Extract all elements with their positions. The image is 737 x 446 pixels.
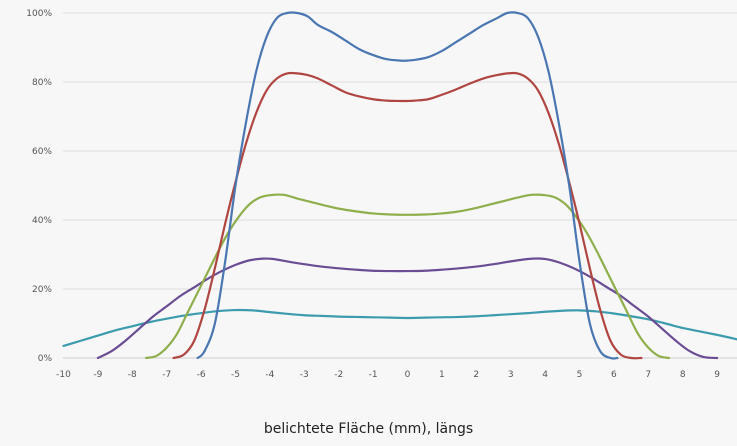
x-tick-label: -4 [265, 370, 274, 380]
x-tick-label: -1 [369, 370, 378, 380]
x-tick-label: -8 [128, 370, 137, 380]
x-axis-label: belichtete Fläche (mm), längs [263, 421, 474, 437]
series-line-1 [196, 11, 619, 360]
series-line-4 [96, 257, 719, 360]
x-tick-label: 7 [645, 370, 651, 380]
y-tick-label: 20% [32, 285, 52, 295]
x-tick-label: 3 [508, 370, 514, 380]
x-tick-label: -10 [56, 370, 71, 380]
series-lines [62, 11, 737, 360]
x-tick-label: 4 [542, 370, 548, 380]
x-tick-label: -6 [197, 370, 206, 380]
x-tick-label: 6 [611, 370, 617, 380]
y-tick-label: 80% [32, 78, 52, 88]
x-tick-label: 2 [473, 370, 479, 380]
y-axis-ticks: 0% 20% 40% 60% 80% 100% [26, 9, 52, 364]
x-tick-label: 0 [405, 370, 411, 380]
x-tick-label: -7 [162, 370, 171, 380]
series-line-5 [62, 308, 737, 348]
x-tick-label: 5 [577, 370, 583, 380]
y-tick-label: 60% [32, 147, 52, 157]
y-tick-label: 100% [26, 9, 52, 19]
y-tick-label: 40% [32, 216, 52, 226]
x-tick-label: 9 [714, 370, 720, 380]
x-tick-label: -3 [300, 370, 309, 380]
x-tick-label: -5 [231, 370, 240, 380]
x-axis-ticks: -10 -9 -8 -7 -6 -5 -4 -3 -2 -1 0 1 2 3 4 5 6 7 8 9 [56, 370, 720, 380]
y-tick-label: 0% [38, 354, 53, 364]
x-tick-label: 8 [680, 370, 686, 380]
x-tick-label: -2 [334, 370, 343, 380]
x-tick-label: 1 [439, 370, 445, 380]
gridlines [63, 12, 737, 359]
x-tick-label: -9 [93, 370, 102, 380]
